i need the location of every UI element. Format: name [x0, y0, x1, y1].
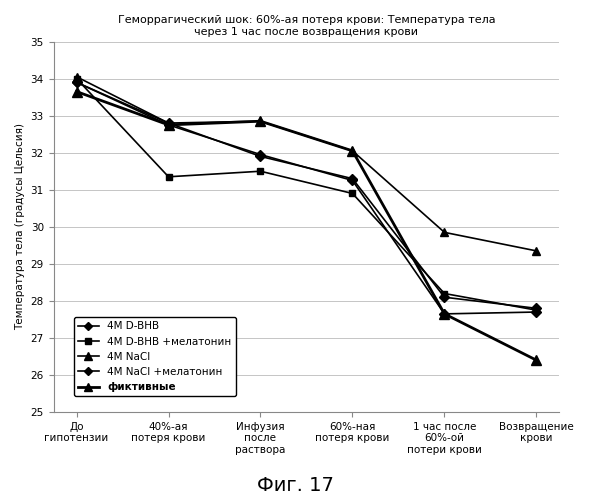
фиктивные [73, 88, 80, 94]
Text: Фиг. 17: Фиг. 17 [257, 476, 334, 495]
фиктивные [165, 122, 172, 128]
4M D-BHB +мелатонин [349, 190, 356, 196]
4M D-BHB [349, 176, 356, 182]
фиктивные [441, 311, 448, 317]
4M D-BHB +мелатонин [533, 307, 540, 313]
4M NaCl +мелатонин [165, 122, 172, 128]
4M D-BHB [441, 294, 448, 300]
Line: 4M D-BHB +мелатонин: 4M D-BHB +мелатонин [73, 75, 540, 314]
4M D-BHB +мелатонин [257, 168, 264, 174]
Line: фиктивные: фиктивные [72, 86, 541, 365]
4M D-BHB +мелатонин [73, 76, 80, 82]
4M NaCl [165, 120, 172, 126]
4M D-BHB [73, 80, 80, 86]
Y-axis label: Температура тела (градусы Цельсия): Температура тела (градусы Цельсия) [15, 124, 25, 330]
4M D-BHB [165, 120, 172, 126]
4M D-BHB +мелатонин [441, 290, 448, 296]
4M D-BHB [257, 154, 264, 160]
Legend: 4M D-BHB, 4M D-BHB +мелатонин, 4M NaCl, 4M NaCl +мелатонин, фиктивные: 4M D-BHB, 4M D-BHB +мелатонин, 4M NaCl, … [74, 317, 236, 396]
4M NaCl +мелатонин [73, 80, 80, 86]
Line: 4M D-BHB: 4M D-BHB [73, 79, 540, 312]
Line: 4M NaCl +мелатонин: 4M NaCl +мелатонин [73, 79, 540, 318]
фиктивные [533, 357, 540, 363]
фиктивные [349, 148, 356, 154]
Title: Геморрагический шок: 60%-ая потеря крови: Температура тела
через 1 час после воз: Геморрагический шок: 60%-ая потеря крови… [118, 15, 495, 36]
4M NaCl +мелатонин [349, 178, 356, 184]
4M NaCl +мелатонин [441, 311, 448, 317]
4M NaCl [73, 74, 80, 80]
4M NaCl +мелатонин [257, 152, 264, 158]
4M D-BHB +мелатонин [165, 174, 172, 180]
4M NaCl +мелатонин [533, 309, 540, 315]
фиктивные [257, 118, 264, 124]
4M NaCl [349, 148, 356, 154]
Line: 4M NaCl: 4M NaCl [72, 72, 541, 255]
4M NaCl [441, 230, 448, 235]
4M NaCl [257, 118, 264, 124]
4M D-BHB [533, 306, 540, 312]
4M NaCl [533, 248, 540, 254]
